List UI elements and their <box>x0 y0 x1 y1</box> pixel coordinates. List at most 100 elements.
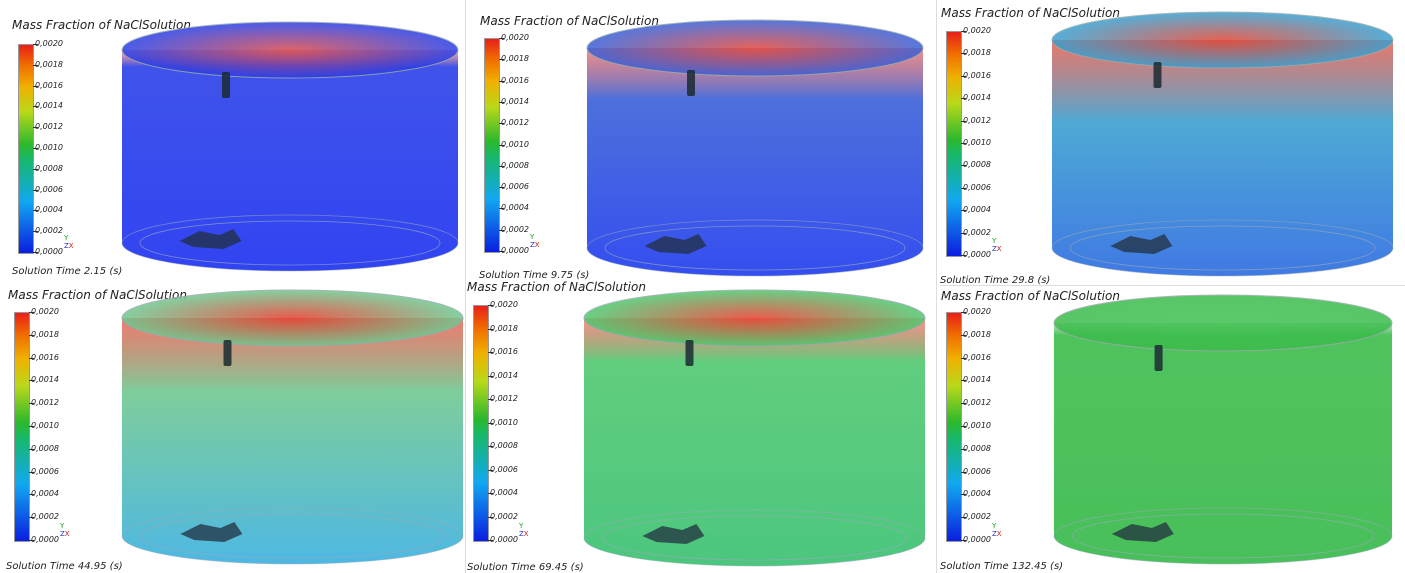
tick-mark <box>961 75 966 77</box>
tank-visualization <box>1053 294 1393 565</box>
tick-mark <box>499 38 504 39</box>
tick-mark <box>961 187 966 189</box>
tick-mark <box>499 251 504 252</box>
tick-label: 0,0008 <box>31 443 59 453</box>
tick-mark <box>488 399 493 400</box>
tick-mark <box>488 375 493 377</box>
tick-mark <box>488 352 493 353</box>
legend-title: Mass Fraction of NaClSolution <box>941 289 1120 303</box>
tick-label: 0,0004 <box>501 203 529 213</box>
tick-mark <box>961 334 966 336</box>
tick-label: 0,0010 <box>31 421 59 430</box>
tick-label: 0,0016 <box>501 75 529 85</box>
tick-label: 0,0010 <box>963 138 991 147</box>
tick-mark <box>961 471 966 473</box>
tick-label: 0,0014 <box>35 101 63 111</box>
tick-label: 0,0012 <box>963 398 991 408</box>
tick-label: 0,0016 <box>963 70 991 80</box>
tick-mark <box>961 540 966 541</box>
tick-label: 0,0006 <box>35 184 63 194</box>
legend-title: Mass Fraction of NaClSolution <box>12 18 191 32</box>
legend-title: Mass Fraction of NaClSolution <box>8 288 187 302</box>
tick-mark <box>488 446 493 447</box>
tick-mark <box>33 168 38 170</box>
tick-mark <box>33 210 38 212</box>
legend-title: Mass Fraction of NaClSolution <box>467 280 646 294</box>
tank-visualization <box>1051 11 1394 277</box>
tick-mark <box>961 232 966 234</box>
axes-triad-icon: Y ZX <box>64 234 74 250</box>
tick-mark <box>33 44 38 45</box>
tick-label: 0,0012 <box>31 398 59 408</box>
color-bar <box>484 38 500 253</box>
legend-title: Mass Fraction of NaClSolution <box>941 6 1120 20</box>
tick-label: 0,0000 <box>490 535 518 544</box>
tick-mark <box>499 165 504 167</box>
tick-label: 0,0012 <box>490 394 518 403</box>
tick-label: 0,0004 <box>963 489 991 499</box>
solution-time: Solution Time 132.45 (s) <box>940 561 1064 572</box>
color-bar <box>14 312 30 542</box>
tick-label: 0,0010 <box>490 417 518 427</box>
tick-label: 0,0008 <box>35 163 63 173</box>
tick-label: 0,0002 <box>31 512 59 522</box>
tick-label: 0,0008 <box>963 443 991 453</box>
tick-mark <box>961 120 966 122</box>
tick-mark <box>961 357 966 359</box>
tick-mark <box>961 426 966 427</box>
tick-label: 0,0006 <box>490 464 518 474</box>
tick-label: 0,0018 <box>963 48 991 58</box>
tick-label: 0,0014 <box>963 375 991 385</box>
tick-label: 0,0000 <box>501 246 529 255</box>
solution-time: Solution Time 2.15 (s) <box>12 266 123 277</box>
tick-mark <box>29 380 34 382</box>
tick-label: 0,0020 <box>490 300 518 309</box>
tick-mark <box>488 493 493 494</box>
tick-mark <box>33 231 38 233</box>
color-bar <box>946 31 962 257</box>
tick-label: 0,0014 <box>963 93 991 103</box>
tick-mark <box>488 305 493 306</box>
tank-visualization <box>586 19 924 277</box>
tick-mark <box>961 403 966 405</box>
tick-label: 0,0016 <box>490 347 518 356</box>
tick-mark <box>961 255 966 256</box>
tick-mark <box>961 517 966 519</box>
tick-label: 0,0004 <box>31 489 59 499</box>
tick-label: 0,0002 <box>35 226 63 236</box>
tick-mark <box>29 334 34 336</box>
tick-mark <box>499 187 504 189</box>
tick-mark <box>488 516 493 518</box>
tick-mark <box>499 59 504 61</box>
tank-visualization <box>121 289 464 565</box>
tick-label: 0,0006 <box>963 466 991 476</box>
tick-label: 0,0008 <box>490 441 518 450</box>
tick-label: 0,0014 <box>31 375 59 385</box>
tick-mark <box>961 31 966 32</box>
tick-mark <box>488 469 493 471</box>
tick-mark <box>33 252 38 253</box>
tick-label: 0,0016 <box>35 80 63 90</box>
tick-mark <box>29 426 34 427</box>
tick-label: 0,0006 <box>31 466 59 476</box>
tick-mark <box>33 148 38 149</box>
tick-label: 0,0006 <box>963 182 991 192</box>
axes-triad-icon: Y ZX <box>60 522 70 538</box>
tick-label: 0,0020 <box>31 307 59 316</box>
solution-time: Solution Time 44.95 (s) <box>6 561 123 572</box>
panel-divider <box>940 285 1405 286</box>
tick-mark <box>33 64 38 66</box>
tick-mark <box>488 422 493 424</box>
tick-mark <box>488 328 493 330</box>
axes-triad-icon: Y ZX <box>992 237 1002 253</box>
tick-label: 0,0012 <box>963 115 991 125</box>
tick-label: 0,0014 <box>490 370 518 380</box>
panel-divider <box>936 0 937 573</box>
tick-mark <box>961 312 966 313</box>
tick-label: 0,0020 <box>963 307 991 316</box>
tick-label: 0,0014 <box>501 96 529 106</box>
tick-label: 0,0004 <box>963 205 991 215</box>
tick-mark <box>29 471 34 473</box>
color-bar <box>946 312 962 542</box>
solution-time: Solution Time 69.45 (s) <box>467 562 584 573</box>
